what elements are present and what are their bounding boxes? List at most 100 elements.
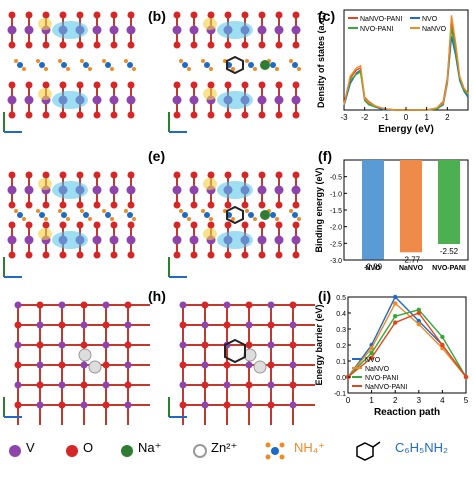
y-tick-label: -3.0 xyxy=(330,258,342,265)
series-point xyxy=(393,301,398,306)
nh4-ion xyxy=(61,62,67,68)
structure-panel xyxy=(3,11,136,133)
atom xyxy=(289,401,297,409)
o-atom xyxy=(275,41,283,49)
y-axis-label: Binding energy (eV) xyxy=(314,167,324,252)
structure-panel xyxy=(168,171,301,278)
crystal-structure-panels xyxy=(3,11,315,425)
o-atom-icon xyxy=(66,445,78,457)
energy-barrier-chart: 0 1 2 3 4 5 -0.1 0.0 0.1 0.2 0.3 0.4 0.5 Reaction pat… xyxy=(314,294,469,418)
zn-ion xyxy=(253,360,267,374)
panel-label-h: (h) xyxy=(148,288,166,304)
x-tick-label: -1 xyxy=(382,113,390,122)
o-atom xyxy=(110,201,118,209)
v-atom xyxy=(189,25,199,35)
panel-label-i: (i) xyxy=(318,288,332,304)
o-atom xyxy=(76,251,84,259)
series-point xyxy=(369,350,374,356)
v-atom xyxy=(92,235,102,245)
v-atom xyxy=(92,185,102,195)
o-atom xyxy=(42,11,50,19)
x-tick-label: 2 xyxy=(445,113,450,122)
o-atom xyxy=(42,171,50,179)
o-atom xyxy=(25,251,33,259)
o-atom xyxy=(275,201,283,209)
series-line-nanvo xyxy=(347,302,467,378)
v-atom xyxy=(274,235,284,245)
atom xyxy=(289,361,297,369)
legend-label: NVO-PANI xyxy=(360,26,393,33)
o-atom xyxy=(190,11,198,19)
v-atom xyxy=(257,235,267,245)
atom xyxy=(223,361,231,369)
o-atom xyxy=(275,81,283,89)
o-atom xyxy=(8,111,16,119)
legend-zn: Zn²⁺ xyxy=(211,440,238,455)
x-tick-label: 0 xyxy=(346,396,351,405)
y-tick-label: 0.0 xyxy=(336,375,346,382)
o-atom xyxy=(241,201,249,209)
o-atom xyxy=(25,171,33,179)
atom xyxy=(267,381,275,389)
series-point xyxy=(393,294,398,300)
series-point xyxy=(440,342,445,348)
o-atom xyxy=(93,171,101,179)
o-atom xyxy=(42,251,50,259)
o-atom xyxy=(59,81,67,89)
legend-label: NVO xyxy=(365,357,381,364)
h-atom xyxy=(209,67,213,71)
o-atom xyxy=(42,201,50,209)
h-atom xyxy=(58,209,62,213)
h-atom xyxy=(36,209,40,213)
o-atom xyxy=(8,251,16,259)
v-atom xyxy=(109,235,119,245)
series-point xyxy=(463,374,469,380)
nh4-ion xyxy=(127,62,133,68)
atom xyxy=(58,381,66,389)
o-atom xyxy=(190,41,198,49)
charge-isosurface xyxy=(52,91,88,109)
atom xyxy=(223,401,231,409)
aniline-icon xyxy=(356,441,381,461)
x-tick-label: 2 xyxy=(393,396,398,405)
na-ion-icon xyxy=(121,445,133,457)
y-axis-label: Energy barrier (eV) xyxy=(314,304,324,385)
atom xyxy=(289,381,297,389)
v-atom xyxy=(274,95,284,105)
atom xyxy=(289,341,297,349)
o-atom xyxy=(207,171,215,179)
legend-o: O xyxy=(83,440,94,455)
v-atom xyxy=(172,185,182,195)
o-atom xyxy=(110,111,118,119)
v-atom xyxy=(92,95,102,105)
o-atom xyxy=(241,221,249,229)
o-atom xyxy=(258,111,266,119)
o-atom xyxy=(258,11,266,19)
x-tick-label: -2 xyxy=(361,113,369,122)
na-ion xyxy=(260,210,270,220)
o-atom xyxy=(258,81,266,89)
x-tick-label: 1 xyxy=(369,396,374,405)
h-atom xyxy=(209,217,213,221)
v-atom xyxy=(92,25,102,35)
bar-value-label: -2.99 xyxy=(364,263,383,272)
atom xyxy=(80,341,88,349)
o-atom xyxy=(258,251,266,259)
h-atom xyxy=(80,59,84,63)
o-atom xyxy=(127,251,135,259)
atom xyxy=(289,301,297,309)
v-atom xyxy=(126,185,136,195)
o-atom xyxy=(25,221,33,229)
o-atom xyxy=(25,81,33,89)
v-atom xyxy=(172,25,182,35)
series-point xyxy=(393,314,398,319)
h-atom xyxy=(110,67,114,71)
atom xyxy=(124,321,132,329)
o-atom xyxy=(275,111,283,119)
o-atom xyxy=(224,201,232,209)
o-atom xyxy=(76,111,84,119)
v-atom xyxy=(126,95,136,105)
o-atom xyxy=(93,251,101,259)
v-atom xyxy=(7,25,17,35)
o-atom xyxy=(173,171,181,179)
